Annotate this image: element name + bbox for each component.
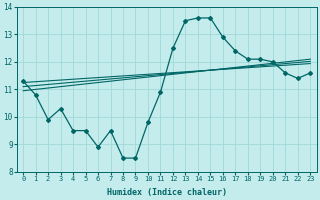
X-axis label: Humidex (Indice chaleur): Humidex (Indice chaleur): [107, 188, 227, 197]
